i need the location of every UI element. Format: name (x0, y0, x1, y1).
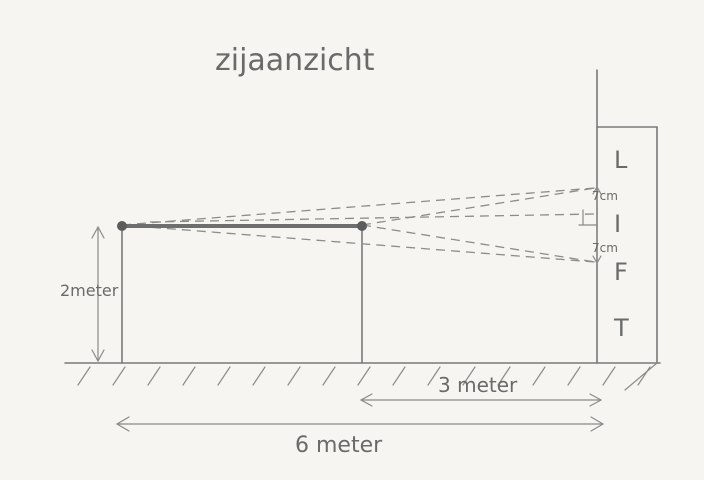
ground-hatching (77, 366, 651, 386)
sight-lines (121, 187, 596, 263)
offset-bottom-label: 7cm (592, 241, 618, 255)
offset-markers (578, 185, 602, 265)
offset-top-label: 7cm (592, 189, 618, 203)
long-distance-label: 6 meter (295, 433, 383, 458)
short-distance-dimension (359, 393, 603, 407)
height-label: 2meter (60, 281, 119, 300)
diagram-title: zijaanzicht (215, 43, 375, 78)
letter-i: I (614, 210, 621, 238)
letter-l: L (614, 146, 628, 174)
short-distance-label: 3 meter (438, 373, 518, 397)
height-dimension (91, 225, 105, 363)
long-distance-dimension (115, 416, 605, 432)
letter-f: F (614, 258, 628, 286)
letter-t: T (613, 314, 629, 342)
right-joint (357, 221, 367, 231)
wall-board (596, 69, 658, 391)
left-joint (117, 221, 127, 231)
